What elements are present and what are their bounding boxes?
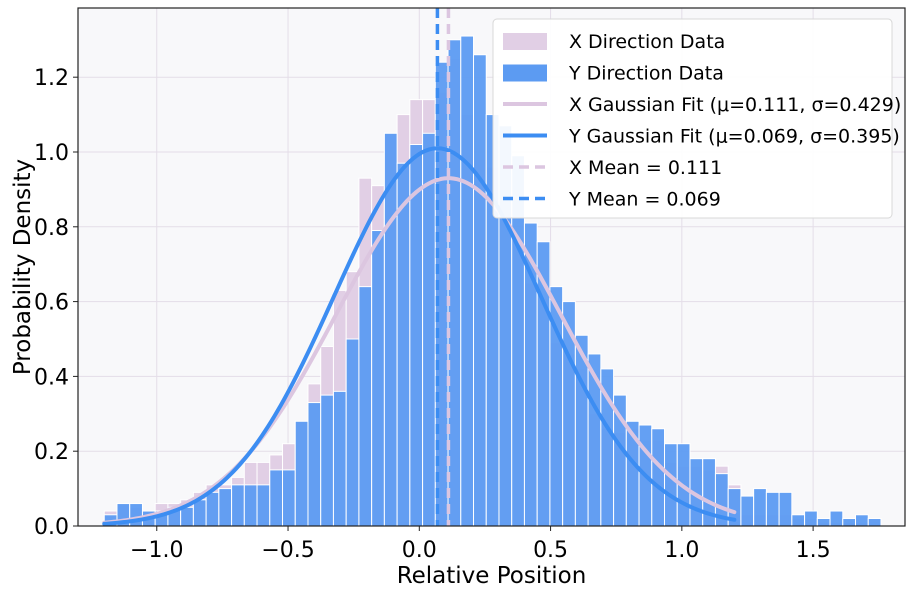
x-axis-title: Relative Position [397,563,587,589]
histogram-bar-y [804,510,818,527]
x-tick-label: −0.5 [261,538,314,563]
gaussian-fit-line-x [102,176,737,525]
histogram-bar-y [358,286,373,527]
y-direction-histogram [103,35,882,527]
histogram-bar-y [409,144,424,527]
histogram-bar-y [753,488,767,527]
y-tick-label: 1.0 [34,141,69,166]
histogram-bar-y [460,35,475,527]
x-tick-label: 0.5 [533,538,568,563]
y-tick-label: 0.8 [34,216,69,241]
y-tick-label: 0.6 [34,291,69,316]
histogram-bar-y [664,443,678,527]
legend-label-x-mean: X Mean = 0.111 [569,157,722,179]
histogram-bar-y [231,484,245,527]
y-axis-title: Probability Density [10,159,36,375]
histogram-bar-y [816,518,831,527]
legend: X Direction Data Y Direction Data X Gaus… [492,18,901,219]
legend-label-x-fit: X Gaussian Fit (μ=0.111, σ=0.429) [569,94,901,116]
histogram-bar-y [855,514,869,527]
histogram-bar-y [307,402,322,527]
histogram-bar-y [282,469,296,527]
legend-box [492,18,893,219]
histogram-bar-y [396,162,411,527]
histogram-bar-y [243,484,258,527]
y-tick-label: 0.2 [34,440,69,465]
histogram-bar-y [345,338,360,527]
histogram-bar-y [332,390,347,527]
x-tick-label: 0.0 [402,538,437,563]
y-tick-label: 0.4 [34,365,69,390]
histogram-bar-y [256,484,271,527]
legend-swatch-x-data [503,33,547,50]
x-axis-ticks: −1.0 −0.5 0.0 0.5 1.0 1.5 [130,526,831,563]
legend-label-y-fit: Y Gaussian Fit (μ=0.069, σ=0.395) [568,126,900,148]
mean-lines [435,8,451,526]
histogram-bar-y [829,510,844,527]
histogram-bar-y [205,491,220,527]
y-axis-ticks: 0.0 0.2 0.4 0.6 0.8 1.0 1.2 [34,66,78,540]
histogram-bar-y [651,428,666,527]
legend-label-y-mean: Y Mean = 0.069 [568,189,721,211]
x-tick-label: 1.5 [796,538,831,563]
histogram-bar-y [473,54,487,527]
x-tick-label: −1.0 [130,538,183,563]
legend-swatch-y-data [503,64,547,82]
histogram-bar-y [740,495,755,527]
histogram-bar-y [422,132,436,527]
histogram-bar-y [867,518,882,527]
legend-label-y-data: Y Direction Data [568,63,724,85]
histogram-bar-y [218,488,233,527]
histogram-bar-y [778,491,793,527]
histogram-bar-y [320,394,334,527]
histogram-bar-y [294,420,309,527]
x-tick-label: 1.0 [664,538,699,563]
y-tick-label: 1.2 [34,66,69,91]
histogram-bar-y [791,514,806,527]
histogram-bar-y [269,469,284,527]
histogram-bar-y [371,230,385,527]
plot-frame [77,7,906,527]
legend-label-x-data: X Direction Data [569,31,725,53]
gaussian-fits [102,146,737,526]
y-tick-label: 0.0 [34,515,69,540]
gaussian-fit-line-y [102,146,737,526]
histogram-bar-y [192,499,207,527]
histogram-bar-y [765,491,780,527]
histogram-bar-y [842,518,857,527]
histogram-bar-y [180,506,194,527]
